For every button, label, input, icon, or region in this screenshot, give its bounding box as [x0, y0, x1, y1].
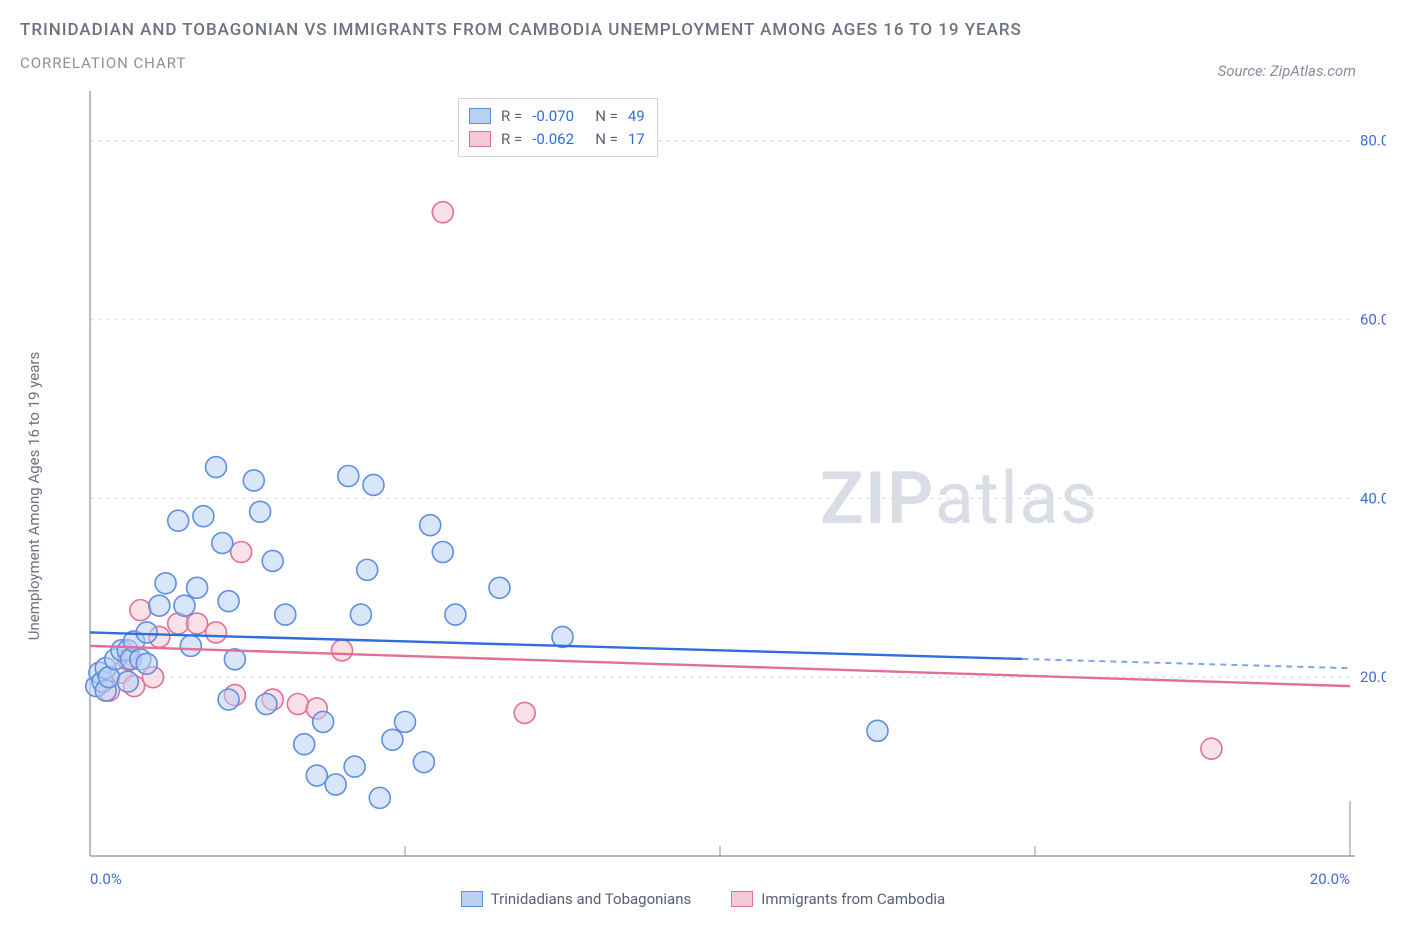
series-legend-item: Trinidadians and Tobagonians — [461, 890, 691, 908]
correlation-legend: R = -0.070 N = 49R = -0.062 N = 17 — [458, 98, 658, 157]
chart-header: TRINIDADIAN AND TOBAGONIAN VS IMMIGRANTS… — [20, 20, 1386, 80]
svg-text:20.0%: 20.0% — [1310, 870, 1350, 888]
svg-text:20.0%: 20.0% — [1360, 668, 1386, 686]
y-axis-label: Unemployment Among Ages 16 to 19 years — [25, 352, 43, 640]
svg-text:60.0%: 60.0% — [1360, 311, 1386, 329]
svg-text:80.0%: 80.0% — [1360, 132, 1386, 150]
correlation-legend-row: R = -0.062 N = 17 — [469, 128, 645, 151]
svg-text:0.0%: 0.0% — [90, 870, 122, 888]
source-label: Source: ZipAtlas.com — [1218, 62, 1386, 80]
svg-text:40.0%: 40.0% — [1360, 489, 1386, 507]
scatter-chart: 20.0% 40.0% 60.0% 80.0% 0.0% 20.0% — [20, 86, 1386, 906]
chart-container: Unemployment Among Ages 16 to 19 years Z… — [20, 86, 1386, 906]
chart-title-1: TRINIDADIAN AND TOBAGONIAN VS IMMIGRANTS… — [20, 20, 1022, 40]
series-legend: Trinidadians and Tobagonians Immigrants f… — [20, 890, 1386, 908]
correlation-legend-row: R = -0.070 N = 49 — [469, 105, 645, 128]
series-legend-item: Immigrants from Cambodia — [731, 890, 945, 908]
chart-title-2: CORRELATION CHART — [20, 54, 1022, 72]
